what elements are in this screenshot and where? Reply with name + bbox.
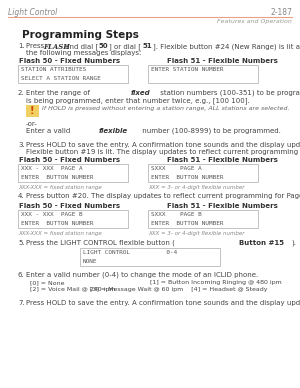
Text: Features and Operation: Features and Operation [217, 19, 292, 24]
Text: ).: ). [291, 240, 296, 246]
Text: XXX = 3- or 4-digit flexible number: XXX = 3- or 4-digit flexible number [148, 185, 244, 190]
Text: Flash 50 - Fixed Numbers: Flash 50 - Fixed Numbers [20, 203, 121, 209]
Text: XXX-XXX = fixed station range: XXX-XXX = fixed station range [18, 185, 102, 190]
Text: fixed: fixed [130, 90, 150, 96]
Text: 51: 51 [143, 43, 153, 49]
Text: Flexible button #19 is lit. The display updates to reflect current programming f: Flexible button #19 is lit. The display … [26, 149, 300, 155]
Text: Enter a valid number (0-4) to change the mode of an ICLID phone.: Enter a valid number (0-4) to change the… [26, 272, 258, 279]
Text: Flash 51 - Flexible Numbers: Flash 51 - Flexible Numbers [167, 157, 278, 163]
Text: If HOLD is pressed without entering a station range, ALL stations are selected.: If HOLD is pressed without entering a st… [42, 106, 290, 111]
Text: NONE: NONE [83, 259, 98, 264]
FancyBboxPatch shape [80, 248, 220, 266]
Text: 1.: 1. [18, 43, 25, 49]
Text: [3] = Message Wait @ 60 ipm    [4] = Headset @ Steady: [3] = Message Wait @ 60 ipm [4] = Headse… [90, 287, 268, 292]
Text: 50: 50 [99, 43, 109, 49]
Text: 4.: 4. [18, 193, 25, 199]
Text: ENTER  BUTTON NUMBER: ENTER BUTTON NUMBER [21, 221, 94, 226]
Text: Press the LIGHT CONTROL flexible button (: Press the LIGHT CONTROL flexible button … [26, 240, 175, 246]
FancyBboxPatch shape [26, 105, 39, 117]
Text: SXXX    PAGE A: SXXX PAGE A [151, 166, 202, 171]
Text: the following messages displays:: the following messages displays: [26, 50, 141, 56]
FancyBboxPatch shape [18, 65, 128, 83]
Text: station numbers (100-351) to be programmed. If only one station: station numbers (100-351) to be programm… [158, 90, 300, 97]
Text: 7.: 7. [18, 300, 25, 306]
Text: LIGHT CONTROL          0-4: LIGHT CONTROL 0-4 [83, 250, 177, 255]
Text: Flash 50 - Fixed Numbers: Flash 50 - Fixed Numbers [20, 157, 121, 163]
Text: Press HOLD to save the entry. A confirmation tone sounds and the display updates: Press HOLD to save the entry. A confirma… [26, 300, 300, 306]
Text: Light Control: Light Control [8, 8, 57, 17]
Text: number (100-8999) to be programmed.: number (100-8999) to be programmed. [140, 128, 281, 135]
Text: Programming Steps: Programming Steps [22, 30, 139, 40]
Text: Flash 51 - Flexible Numbers: Flash 51 - Flexible Numbers [167, 203, 278, 209]
Text: XXX = 3- or 4-digit flexible number: XXX = 3- or 4-digit flexible number [148, 231, 244, 236]
Text: 2.: 2. [18, 90, 25, 96]
Text: flexible: flexible [99, 128, 128, 134]
Text: [2] = Voice Mail @ 240 ipm: [2] = Voice Mail @ 240 ipm [30, 287, 116, 292]
Text: Press HOLD to save the entry. A confirmation tone sounds and the display updates: Press HOLD to save the entry. A confirma… [26, 142, 300, 148]
Text: Flash 50 - Fixed Numbers: Flash 50 - Fixed Numbers [20, 58, 121, 64]
FancyBboxPatch shape [18, 210, 128, 228]
FancyBboxPatch shape [148, 65, 258, 83]
Text: and dial [: and dial [ [63, 43, 98, 50]
Text: 5.: 5. [18, 240, 25, 246]
Text: FLASH: FLASH [43, 43, 70, 51]
Text: XXX - XXX  PAGE A: XXX - XXX PAGE A [21, 166, 83, 171]
Text: SELECT A STATION RANGE: SELECT A STATION RANGE [21, 76, 101, 81]
Text: Press: Press [26, 43, 46, 49]
Text: ENTER  BUTTON NUMBER: ENTER BUTTON NUMBER [151, 221, 224, 226]
Text: Flash 51 - Flexible Numbers: Flash 51 - Flexible Numbers [167, 58, 278, 64]
FancyBboxPatch shape [148, 164, 258, 182]
FancyBboxPatch shape [18, 164, 128, 182]
Text: Enter the range of: Enter the range of [26, 90, 92, 96]
Text: ENTER STATION NUMBER: ENTER STATION NUMBER [151, 67, 224, 72]
Text: STATION ATTRIBUTES: STATION ATTRIBUTES [21, 67, 86, 72]
Text: Press button #20. The display updates to reflect current programming for Page B.: Press button #20. The display updates to… [26, 193, 300, 199]
Text: !: ! [30, 106, 34, 116]
Text: Button #15: Button #15 [239, 240, 284, 246]
Text: Enter a valid: Enter a valid [26, 128, 73, 134]
Text: ]. Flexible button #24 (New Range) is lit and one of: ]. Flexible button #24 (New Range) is li… [153, 43, 300, 50]
Text: SXXX    PAGE B: SXXX PAGE B [151, 212, 202, 217]
Text: ENTER  BUTTON NUMBER: ENTER BUTTON NUMBER [151, 175, 224, 180]
Text: 6.: 6. [18, 272, 25, 278]
Text: ENTER  BUTTON NUMBER: ENTER BUTTON NUMBER [21, 175, 94, 180]
Text: XXX-XXX = fixed station range: XXX-XXX = fixed station range [18, 231, 102, 236]
Text: 3.: 3. [18, 142, 25, 148]
Text: 2-187: 2-187 [270, 8, 292, 17]
FancyBboxPatch shape [148, 210, 258, 228]
Text: [0] = None: [0] = None [30, 280, 64, 285]
Text: [1] = Button Incoming Ringing @ 480 ipm: [1] = Button Incoming Ringing @ 480 ipm [150, 280, 282, 285]
Text: ] or dial [: ] or dial [ [109, 43, 141, 50]
Text: -or-: -or- [26, 121, 38, 127]
Text: is being programmed, enter that number twice, e.g., [100 100].: is being programmed, enter that number t… [26, 97, 250, 104]
Text: XXX - XXX  PAGE B: XXX - XXX PAGE B [21, 212, 83, 217]
